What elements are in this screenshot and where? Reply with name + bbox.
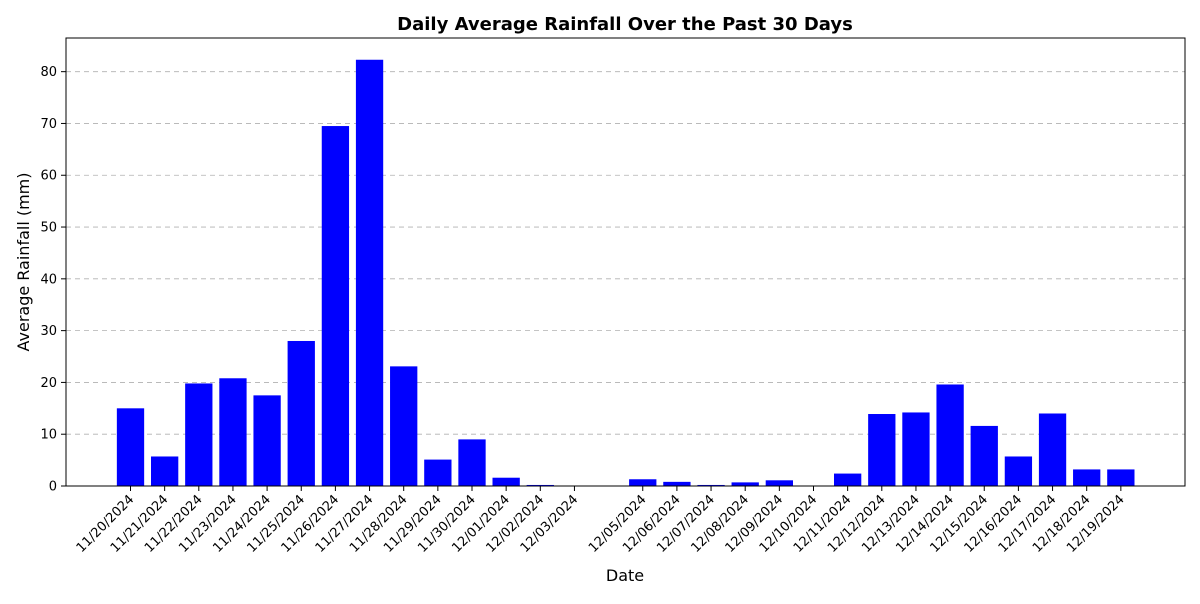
gridlines (66, 71, 1185, 435)
y-tick-label: 80 (40, 65, 57, 80)
x-axis-ticks: 11/20/202411/21/202411/22/202411/23/2024… (74, 486, 1128, 556)
bar (458, 439, 486, 486)
bar (492, 477, 520, 486)
bar (151, 456, 179, 486)
bar (1004, 456, 1033, 486)
bar (355, 59, 384, 487)
bar (1107, 469, 1135, 486)
bar (663, 481, 691, 486)
bar (424, 459, 452, 486)
y-axis-label: Average Rainfall (mm) (14, 172, 33, 351)
bars (116, 59, 1135, 487)
bar (868, 414, 896, 486)
x-axis-label: Date (606, 566, 644, 585)
bar (253, 395, 281, 486)
bar (970, 425, 998, 486)
bar (936, 384, 964, 486)
bar (219, 378, 247, 486)
y-tick-label: 30 (40, 324, 57, 339)
bar (731, 482, 759, 486)
plot-frame (65, 37, 1186, 487)
bar (321, 126, 350, 487)
bar (526, 484, 554, 486)
y-tick-label: 20 (40, 376, 57, 391)
y-tick-label: 40 (40, 272, 57, 287)
y-tick-label: 10 (40, 428, 57, 443)
bar (1038, 413, 1067, 486)
bar (390, 366, 418, 486)
y-tick-label: 70 (40, 117, 57, 132)
bar (834, 473, 862, 486)
bar (116, 408, 145, 486)
bar (902, 412, 930, 486)
bar (697, 484, 725, 486)
y-tick-label: 0 (49, 480, 57, 495)
bar (629, 479, 657, 486)
chart-title: Daily Average Rainfall Over the Past 30 … (397, 14, 853, 35)
bar (765, 480, 793, 486)
bar (1073, 469, 1101, 486)
y-tick-label: 60 (40, 169, 57, 184)
bar (287, 340, 315, 486)
y-tick-label: 50 (40, 221, 57, 236)
bar (185, 383, 213, 486)
y-axis-ticks: 0 10 20 30 40 50 60 70 80 (40, 65, 66, 495)
